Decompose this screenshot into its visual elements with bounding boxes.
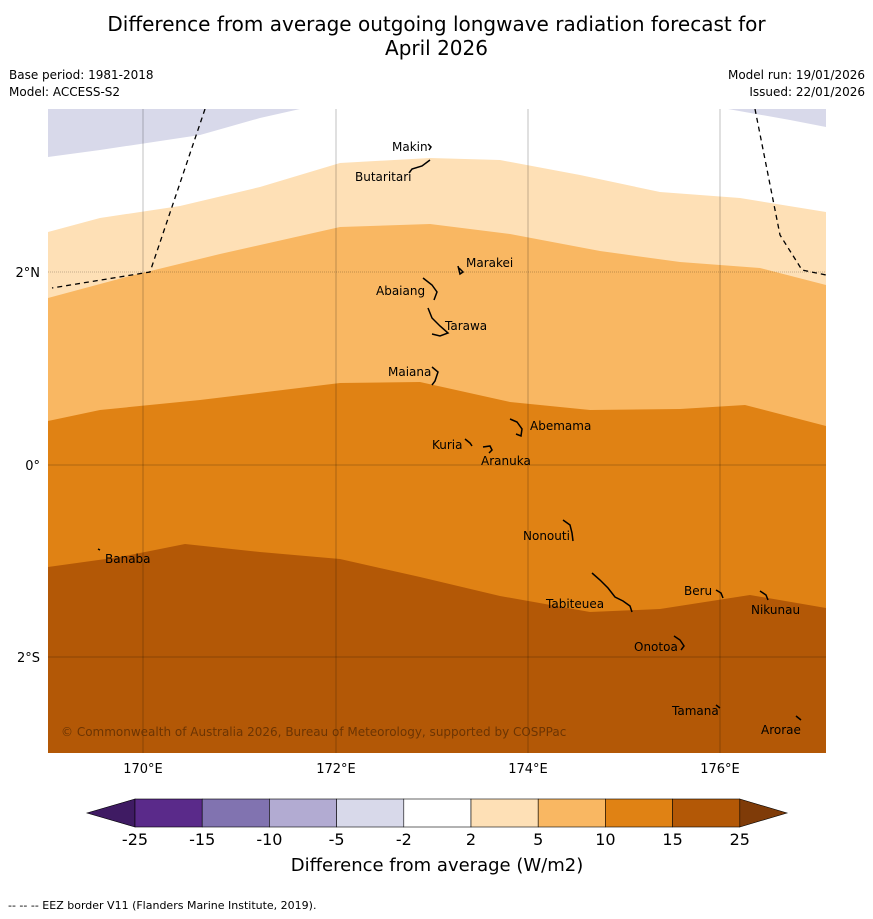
colorbar-segment (403, 798, 472, 828)
colorbar-tick-label: -15 (189, 830, 215, 849)
negative-anomaly-region-west (48, 109, 300, 157)
island-label-maiana: Maiana (388, 365, 431, 379)
colorbar-tick-label: -2 (396, 830, 412, 849)
copyright-notice: © Commonwealth of Australia 2026, Bureau… (61, 725, 566, 739)
lat-label-2n: 2°N (16, 266, 41, 281)
island-label-tabiteuea: Tabiteuea (545, 597, 604, 611)
longitude-labels: 170°E 172°E 174°E 176°E (123, 762, 740, 777)
title-line-2: April 2026 (385, 36, 488, 60)
colorbar-tick-label: 15 (662, 830, 682, 849)
colorbar-tick-label: 2 (466, 830, 476, 849)
lat-label-0: 0° (25, 459, 40, 474)
island-shape-nonouti (562, 519, 574, 542)
anomaly-band-15-25 (48, 544, 826, 753)
island-label-beru: Beru (684, 584, 712, 598)
island-label-nikunau: Nikunau (751, 603, 800, 617)
colorbar-extend-min (85, 798, 136, 828)
island-shape-kuria (464, 438, 473, 447)
island-label-makin: Makin (392, 140, 428, 154)
colorbar-segment (470, 798, 539, 828)
colorbar-extend-max (739, 798, 789, 828)
island-shape-onotoa (673, 635, 685, 651)
colorbar: -25 -15 -10 -5 -2 2 5 10 15 25 Difference from av… (85, 798, 789, 876)
island-shape-butaritari (408, 159, 431, 174)
island-shape-beru (715, 589, 724, 599)
map-panel: Makin Butaritari Marakei Abaiang Tarawa … (48, 109, 826, 753)
island-shape-maiana (431, 366, 439, 386)
colorbar-segment (537, 798, 606, 828)
colorbar-segment (336, 798, 405, 828)
island-shape-arorae (795, 715, 802, 721)
colorbar-label: Difference from average (W/m2) (291, 855, 583, 876)
island-label-nonouti: Nonouti (523, 529, 570, 543)
island-shape-marakei (457, 265, 465, 276)
island-shape-nikunau (759, 590, 769, 601)
island-shape-abaiang (422, 277, 438, 301)
model-run: Model run: 19/01/2026 (727, 68, 865, 82)
base-period: Base period: 1981-2018 (9, 68, 154, 82)
lon-label-170e: 170°E (123, 762, 163, 777)
island-shapes (97, 143, 802, 721)
island-label-banaba: Banaba (105, 552, 151, 566)
island-label-marakei: Marakei (466, 256, 513, 270)
colorbar-segment (201, 798, 270, 828)
colorbar-segment (605, 798, 673, 828)
colorbar-tick-label: 10 (595, 830, 615, 849)
colorbar-tick-label: -25 (122, 830, 148, 849)
eez-border (51, 109, 826, 289)
island-labels: Makin Butaritari Marakei Abaiang Tarawa … (105, 140, 801, 737)
eez-border-east (754, 109, 826, 276)
issued-date: Issued: 22/01/2026 (749, 85, 865, 99)
island-label-arorae: Arorae (761, 723, 801, 737)
model-name: Model: ACCESS-S2 (9, 85, 121, 99)
gridlines (48, 109, 826, 753)
colorbar-segment (134, 798, 203, 828)
island-shape-makin (427, 143, 432, 151)
meta-left: Base period: 1981-2018 Model: ACCESS-S2 (9, 67, 154, 101)
lon-label-174e: 174°E (508, 762, 548, 777)
colorbar-ticks: -25 -15 -10 -5 -2 2 5 10 15 25 (122, 830, 750, 849)
negative-anomaly-region-east (728, 109, 826, 127)
colorbar-tick-label: 25 (730, 830, 750, 849)
colorbar-segments (85, 798, 789, 828)
island-label-abemama: Abemama (530, 419, 591, 433)
colorbar-tick-label: 5 (533, 830, 543, 849)
latitude-labels: 2°N 0° 2°S (16, 266, 41, 666)
island-label-onotoa: Onotoa (634, 640, 678, 654)
island-shape-tarawa (427, 307, 450, 337)
eez-footer-note: -- -- -- EEZ border V11 (Flanders Marine… (8, 899, 317, 912)
title-line-1: Difference from average outgoing longwav… (107, 12, 766, 36)
island-label-tarawa: Tarawa (444, 319, 487, 333)
island-label-tamana: Tamana (671, 704, 719, 718)
island-shape-abemama (509, 418, 523, 438)
lon-label-172e: 172°E (316, 762, 356, 777)
map-title: Difference from average outgoing longwav… (0, 12, 873, 60)
meta-right: Model run: 19/01/2026 Issued: 22/01/2026 (728, 67, 865, 101)
island-label-butaritari: Butaritari (355, 170, 412, 184)
island-label-kuria: Kuria (432, 438, 463, 452)
island-shape-aranuka (482, 445, 493, 454)
colorbar-segment (672, 798, 741, 828)
island-label-abaiang: Abaiang (376, 284, 425, 298)
eez-border-west (51, 109, 206, 289)
island-shape-tamana (715, 704, 721, 709)
lon-label-176e: 176°E (700, 762, 740, 777)
island-shape-banaba (97, 548, 101, 551)
colorbar-tick-label: -10 (256, 830, 282, 849)
island-shape-tabiteuea (591, 572, 633, 613)
island-label-aranuka: Aranuka (481, 454, 531, 468)
colorbar-segment (269, 798, 337, 828)
colorbar-tick-label: -5 (329, 830, 345, 849)
lat-label-2s: 2°S (17, 651, 40, 666)
